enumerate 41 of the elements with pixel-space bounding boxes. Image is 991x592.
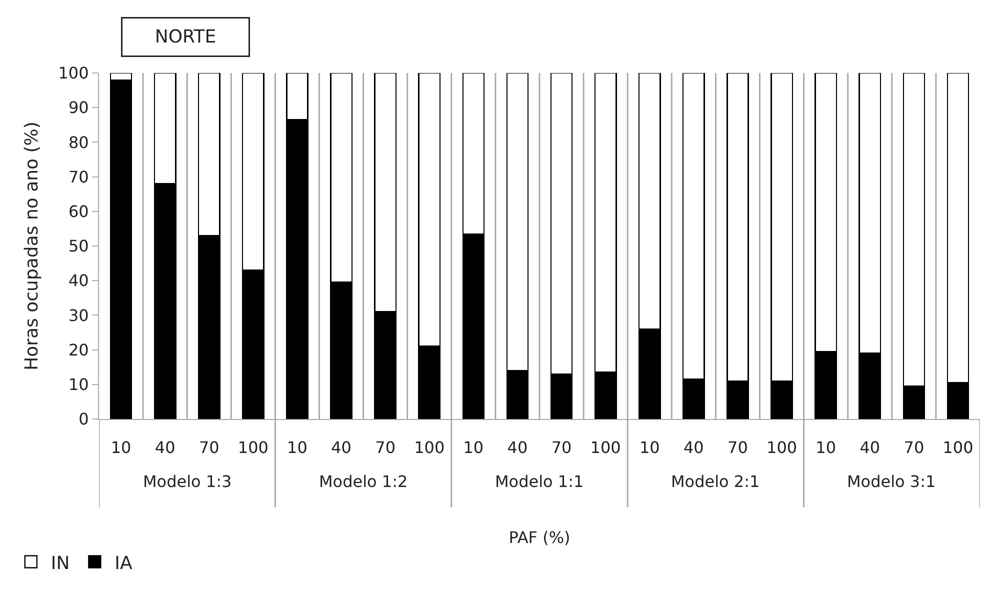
y-tick-label: 10	[68, 375, 89, 394]
x-tick-label: 100	[590, 438, 621, 458]
x-tick-label: 40	[331, 438, 352, 458]
x-tick-label: 10	[639, 438, 660, 458]
text: Modelo 2:1	[671, 472, 760, 491]
x-tick-label: 100	[414, 438, 445, 458]
y-tick-label: 40	[68, 271, 89, 290]
y-tick-label: 70	[68, 167, 89, 186]
x-tick-label: 100	[766, 438, 798, 458]
text: Modelo 3:1	[847, 472, 936, 491]
x-tick-label: 70	[375, 438, 396, 458]
x-tick-label: 40	[507, 438, 528, 458]
y-tick-label: 100	[58, 64, 89, 83]
text: Modelo 1:1	[495, 472, 584, 491]
x-tick-label: 10	[816, 438, 836, 458]
text: Modelo 1:3	[143, 472, 232, 491]
y-tick-label: 0	[78, 410, 89, 429]
x-tick-label: 10	[463, 438, 484, 458]
x-tick-label: 40	[860, 438, 880, 458]
x-tick-label: 10	[287, 438, 308, 458]
y-tick-label: 20	[68, 340, 89, 360]
legend-label: IA	[114, 552, 133, 574]
x-axis-title: PAF (%)	[508, 528, 570, 547]
x-tick-label: 10	[110, 438, 132, 458]
chart-title: NORTE	[154, 26, 216, 48]
y-axis-title: Horas ocupadas no ano (%)	[21, 122, 42, 370]
x-tick-label: 70	[198, 438, 220, 458]
x-tick-label: 70	[728, 438, 748, 458]
legend-label: IN	[50, 552, 70, 574]
x-tick-label: 100	[942, 438, 974, 458]
y-tick-label: 90	[68, 98, 89, 118]
x-tick-label: 100	[238, 438, 268, 458]
x-tick-label: 70	[551, 438, 572, 458]
x-tick-label: 70	[904, 438, 924, 458]
y-tick-label: 80	[68, 132, 89, 152]
y-tick-label: 50	[68, 236, 89, 256]
x-tick-label: 40	[154, 438, 176, 458]
text: Modelo 1:2	[319, 472, 408, 491]
y-tick-label: 30	[68, 306, 89, 325]
y-tick-label: 60	[68, 202, 89, 221]
x-tick-label: 40	[683, 438, 704, 458]
